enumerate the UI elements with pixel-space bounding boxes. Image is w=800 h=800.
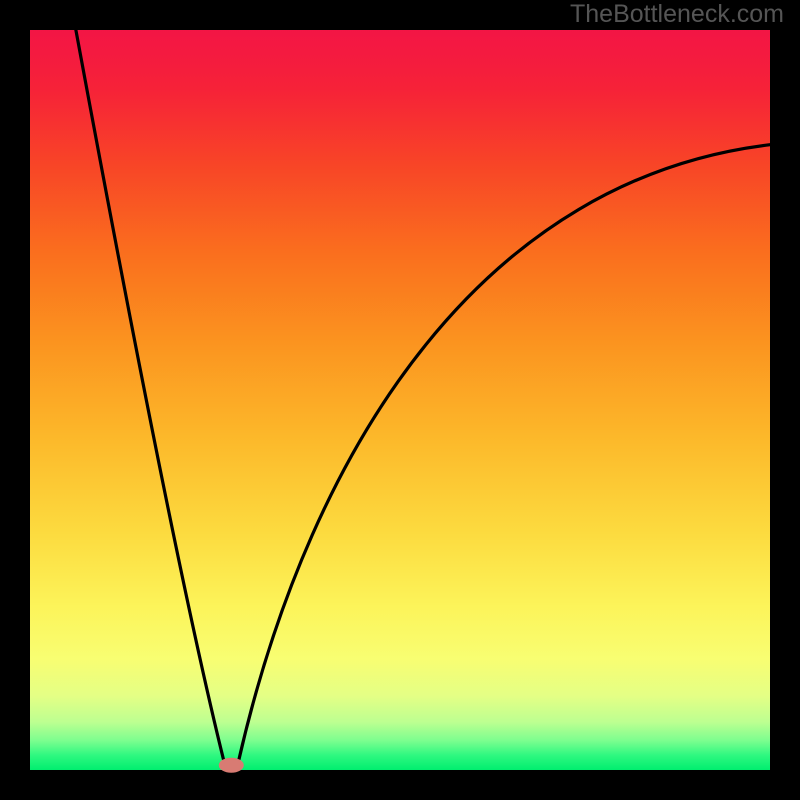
plot-background: [30, 30, 770, 770]
chart-container: TheBottleneck.com: [0, 0, 800, 800]
watermark-text: TheBottleneck.com: [570, 0, 784, 29]
minimum-marker: [219, 758, 243, 772]
bottleneck-chart: [0, 0, 800, 800]
